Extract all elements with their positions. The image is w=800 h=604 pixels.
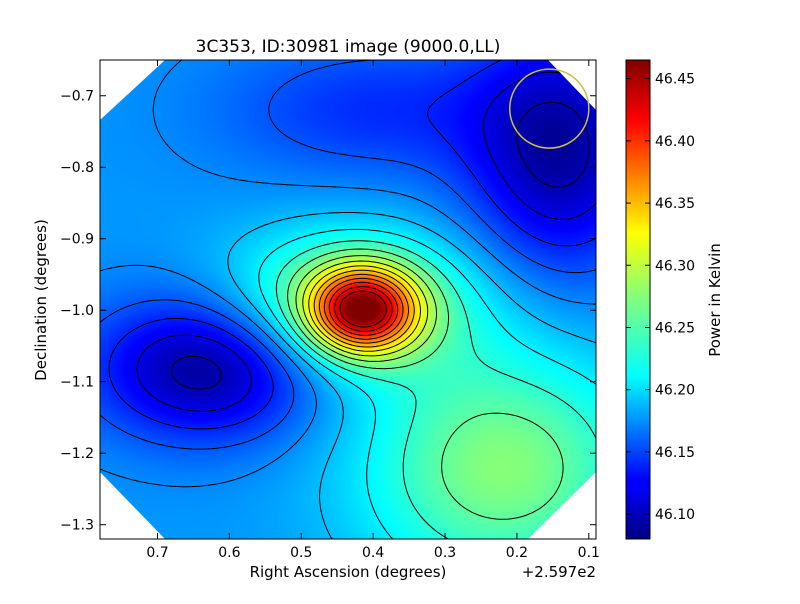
- x-tick-label: 0.7: [146, 545, 168, 561]
- beam-circle-marker: [508, 68, 590, 149]
- x-tick-label: 0.6: [218, 545, 240, 561]
- y-tick-label: −0.9: [60, 232, 94, 248]
- colorbar-tick-label: 46.25: [655, 320, 695, 336]
- x-axis-label: Right Ascension (degrees): [250, 563, 447, 581]
- y-tick-label: −0.8: [60, 160, 94, 176]
- colorbar-tick-label: 46.30: [655, 258, 695, 274]
- y-axis-ticks: −0.7 −0.8 −0.9 −1.0 −1.1 −1.2 −1.3: [60, 89, 596, 534]
- colorbar-ticks: 46.10 46.15 46.20 46.25 46.30 46.35 46.40 46.45: [626, 72, 695, 523]
- colorbar-tick-label: 46.10: [655, 507, 695, 523]
- contour-level-3: [100, 60, 596, 450]
- chart-title: 3C353, ID:30981 image (9000.0,LL): [196, 37, 501, 57]
- y-tick-label: −1.1: [60, 375, 94, 391]
- contour-level-15: [328, 281, 399, 336]
- x-axis-offset-label: +2.597e2: [522, 563, 596, 581]
- contour-level-11: [308, 265, 421, 352]
- contour-level-8: [287, 248, 564, 520]
- colorbar-tick-label: 46.15: [655, 445, 695, 461]
- contour-level-16: [333, 286, 393, 332]
- y-tick-label: −0.7: [60, 89, 94, 105]
- colorbar-tick-label: 46.45: [655, 72, 695, 88]
- contour-lines: [100, 60, 596, 539]
- colorbar-tick-label: 46.20: [655, 383, 695, 399]
- contour-level-2: [108, 60, 596, 430]
- contour-level-4: [100, 60, 596, 488]
- heatmap-image: [100, 60, 596, 539]
- colorbar-tick-label: 46.40: [655, 134, 695, 150]
- contour-level-12: [313, 269, 415, 348]
- colorbar-label: Power in Kelvin: [706, 243, 724, 357]
- contour-level-17: [339, 290, 387, 328]
- y-tick-label: −1.2: [60, 446, 94, 462]
- y-axis-label: Declination (degrees): [32, 219, 50, 381]
- x-tick-label: 0.3: [434, 545, 456, 561]
- y-tick-label: −1.3: [60, 518, 94, 534]
- colorbar: [626, 60, 650, 539]
- plot-frame: [99, 59, 597, 540]
- contour-level-14: [323, 277, 404, 340]
- x-axis-ticks: 0.7 0.6 0.5 0.4 0.3 0.2 0.1: [146, 60, 600, 561]
- x-tick-label: 0.4: [362, 545, 384, 561]
- contour-level-9: [295, 255, 437, 362]
- contour-level-10: [302, 260, 429, 357]
- x-tick-label: 0.2: [506, 545, 528, 561]
- contour-level-0: [171, 101, 590, 390]
- x-tick-label: 0.5: [290, 545, 312, 561]
- colorbar-frame: [625, 59, 651, 540]
- colorbar-tick-label: 46.35: [655, 196, 695, 212]
- y-tick-label: −1.0: [60, 303, 94, 319]
- x-tick-label: 0.1: [578, 545, 600, 561]
- contour-level-6: [258, 228, 596, 539]
- contour-level-13: [318, 273, 409, 344]
- contour-level-5: [227, 212, 596, 539]
